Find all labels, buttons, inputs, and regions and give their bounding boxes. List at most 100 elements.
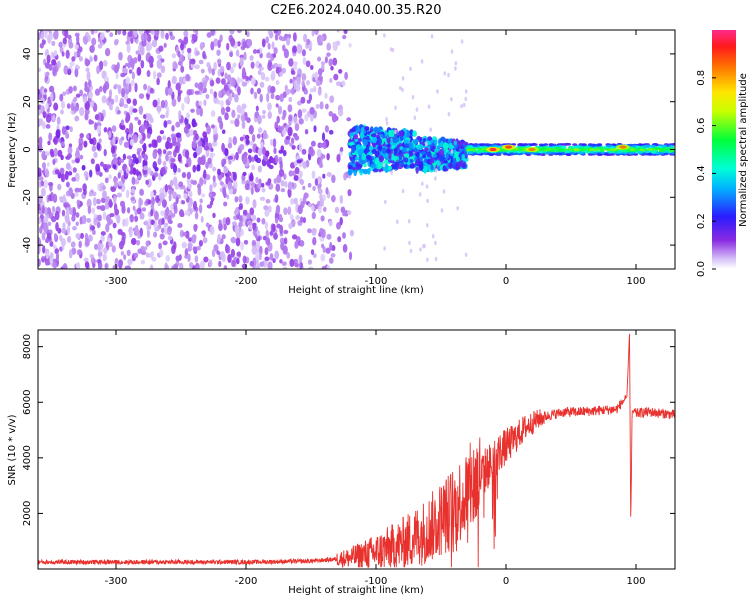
spectrogram-cell [340,206,346,214]
spectrogram-cell [270,158,276,164]
spectrogram-cell [264,150,270,157]
spectrogram-cell [297,100,302,106]
spectrogram-cell [298,254,303,263]
spectrogram-cell [139,212,145,220]
spectrogram-cell [476,150,482,153]
spectrogram-cell [207,157,212,165]
snr-x-tick-label: 0 [503,576,509,587]
spectrogram-cell [159,114,166,119]
spectrogram-cell [113,176,119,182]
spectrogram-cell [165,32,169,40]
spectrogram-cell [75,262,81,269]
spectrogram-cell [346,117,352,122]
spectrogram-cell [238,195,243,203]
spectrogram-cell [210,147,214,153]
spectrogram-cell [326,171,332,178]
spectrogram-cell [385,121,389,126]
spectrogram-cell [248,141,254,146]
spectrogram-cell [322,246,326,253]
spectrogram-cell [479,143,485,146]
spectrogram-cell [394,129,397,134]
spectrogram-cell [599,149,605,152]
spectrogram-cell [245,76,249,82]
spectrogram-cell [302,57,307,65]
spectrogram-cell [153,171,159,178]
spectrogram-cell [390,170,393,175]
spectrogram-cell [496,152,501,155]
spectrogram-cell [231,221,237,226]
spectrogram-cell [105,30,111,33]
spectrogram-cell [591,144,596,147]
spectrogram-cell [566,153,572,156]
spectrogram-cell [236,41,241,47]
spectrogram-cell [375,157,380,163]
spectrogram-cell [294,122,300,132]
spectrogram-cell [658,147,664,151]
spectrogram-cell [83,171,89,178]
spectrogram-cell [262,109,266,115]
spectrogram-cell [226,61,231,71]
spectrogram-cell [163,120,168,128]
spectrogram-cell [231,92,235,98]
spectrogram-cell [328,220,333,227]
spectrogram-cell [186,47,192,54]
spectrogram-cell [116,192,122,198]
spectrogram-cell [378,137,383,145]
spectrogram-cell [282,149,287,157]
spectrogram-cell [455,156,460,163]
spectrogram-cell [122,30,127,36]
spectrogram-cell [334,206,340,214]
spectrogram-cell [157,54,162,60]
spectrogram-cell [102,83,107,94]
spectrogram-cell [311,204,315,212]
spectrogram-cell [157,157,162,165]
spectrogram-cell [141,250,147,256]
spectrogram-cell [279,160,283,171]
spectrogram-cell [171,125,175,132]
spectrogram-cell [71,247,77,255]
spectrogram-cell [353,134,359,140]
spectrogram-cell [319,198,324,207]
spectrogram-cell [43,179,49,189]
spectrogram-cell [171,53,176,59]
spectrogram-cell [84,260,89,269]
spectrogram-cell [170,203,174,211]
spectrogram-cell [270,139,274,146]
spectrogram-cell [229,51,233,58]
spectrogram-cell [278,216,284,223]
colorbar-tick-label: 0.4 [696,165,707,181]
spectrogram-cell [418,164,424,171]
spectrogram-cell [78,187,83,193]
spectrogram-cell [276,115,280,124]
spectrogram-cell [94,88,101,96]
spectrogram-cell [239,144,245,151]
spectrogram-cell [256,49,260,54]
spectrogram-cell [216,250,220,255]
spectrogram-cell [128,128,134,135]
spectrogram-cell [259,261,265,267]
spectrogram-cell [359,131,365,139]
spectrogram-cell [74,191,79,197]
spectrogram-cell [436,89,439,94]
spectrogram-cell [288,170,293,177]
spectrogram-cell [255,105,259,112]
spectrogram-cell [55,251,60,262]
spectrogram-cell [300,216,304,223]
spectrogram-cell [323,206,327,212]
spectrogram-cell [62,222,66,230]
spectrogram-cell [460,104,463,109]
spectrogram-cell [163,42,167,48]
spectrogram-cell [213,91,217,99]
spectrogram-cell [118,51,123,61]
spectrogram-cell [97,183,101,191]
spectrogram-cell [360,126,365,133]
spectrogram-cell [434,240,437,246]
spectrogram-cell [170,158,176,163]
spectrogram-cell [128,83,132,93]
spectrogram-cell [288,96,293,103]
spectrogram-cell [442,189,446,194]
spectrogram-cell [89,57,93,62]
spectrogram-cell [181,241,187,249]
spectrogram-cell [557,144,563,148]
